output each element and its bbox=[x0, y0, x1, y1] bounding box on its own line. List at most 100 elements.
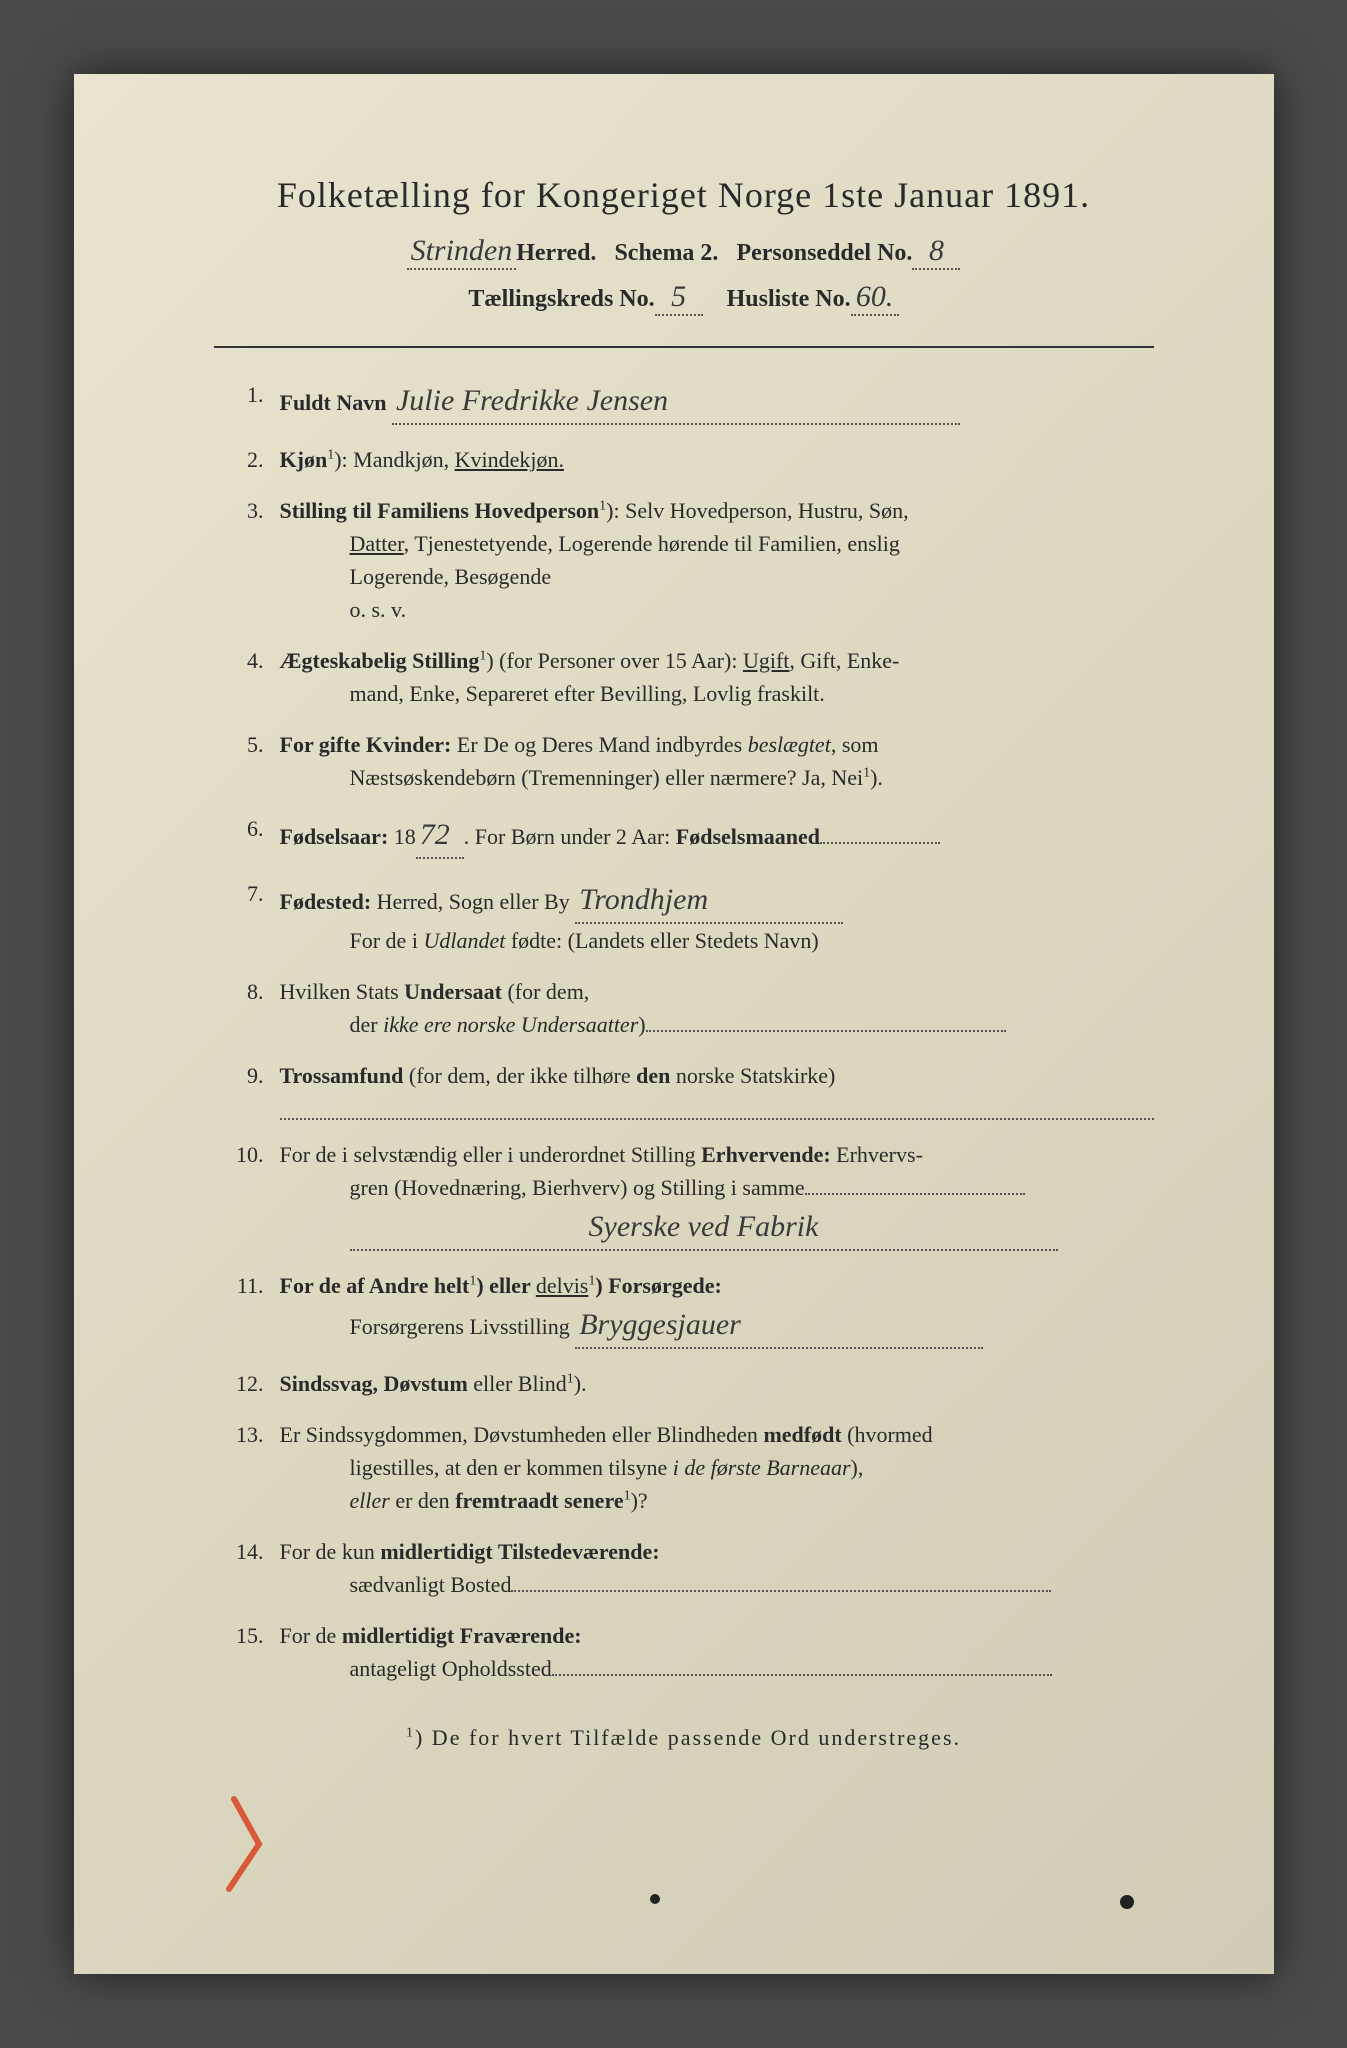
field-13-line2a: ligestilles, at den er kommen tilsyne bbox=[350, 1455, 673, 1480]
field-7-value: Trondhjem bbox=[575, 877, 843, 924]
field-8: 8. Hvilken Stats Undersaat (for dem, der… bbox=[214, 975, 1154, 1041]
field-10-value: Syerske ved Fabrik bbox=[350, 1204, 1058, 1251]
footnote: 1) De for hvert Tilfælde passende Ord un… bbox=[214, 1725, 1154, 1751]
field-13-em: i de første Barneaar bbox=[673, 1455, 851, 1480]
ink-spot bbox=[650, 1894, 660, 1904]
field-number: 2. bbox=[214, 443, 280, 476]
field-1-label: Fuldt Navn bbox=[280, 390, 387, 415]
field-7-text1: Herred, Sogn eller By bbox=[371, 889, 570, 914]
field-10-text1: For de i selvstændig eller i underordnet… bbox=[280, 1142, 702, 1167]
field-7: 7. Fødested: Herred, Sogn eller By Trond… bbox=[214, 877, 1154, 957]
field-number: 1. bbox=[214, 378, 280, 425]
footnote-text: ) De for hvert Tilfælde passende Ord und… bbox=[415, 1725, 961, 1750]
sup: 1 bbox=[567, 1372, 574, 1387]
divider-line bbox=[214, 346, 1154, 348]
field-number: 5. bbox=[214, 728, 280, 794]
field-11: 11. For de af Andre helt1) eller delvis1… bbox=[214, 1269, 1154, 1349]
census-form-page: Folketælling for Kongeriget Norge 1ste J… bbox=[74, 74, 1274, 1974]
field-8-line2b: ) bbox=[638, 1012, 645, 1037]
field-2-text: ): Mandkjøn, bbox=[334, 447, 454, 472]
field-number: 11. bbox=[214, 1269, 280, 1349]
field-10-text2: Erhvervs- bbox=[831, 1142, 923, 1167]
field-5: 5. For gifte Kvinder: Er De og Deres Man… bbox=[214, 728, 1154, 794]
field-15-line2: antageligt Opholdssted bbox=[350, 1656, 552, 1681]
field-13-bold1: medfødt bbox=[763, 1422, 841, 1447]
field-number: 14. bbox=[214, 1535, 280, 1601]
field-8-label: Undersaat bbox=[404, 979, 502, 1004]
field-9-text2: norske Statskirke) bbox=[670, 1063, 835, 1088]
field-7-line2b: fødte: (Landets eller Stedets Navn) bbox=[505, 928, 818, 953]
field-7-line2a: For de i bbox=[350, 928, 424, 953]
field-10-label: Erhvervende: bbox=[701, 1142, 831, 1167]
field-7-em: Udlandet bbox=[423, 928, 505, 953]
field-12: 12. Sindssvag, Døvstum eller Blind1). bbox=[214, 1367, 1154, 1400]
field-2: 2. Kjøn1): Mandkjøn, Kvindekjøn. bbox=[214, 443, 1154, 476]
schema-label: Schema 2. bbox=[614, 240, 718, 266]
field-12-end: ). bbox=[574, 1371, 587, 1396]
field-3-label: Stilling til Familiens Hovedperson bbox=[280, 498, 600, 523]
husliste-label: Husliste No. bbox=[727, 286, 851, 312]
field-15-blank bbox=[552, 1674, 1052, 1676]
field-number: 15. bbox=[214, 1619, 280, 1685]
field-6-year: 72 bbox=[416, 812, 464, 859]
sup: 1 bbox=[624, 1489, 631, 1504]
field-3-line4: o. s. v. bbox=[280, 593, 1154, 626]
field-13-text2: (hvormed bbox=[842, 1422, 933, 1447]
field-13-line3b: er den bbox=[390, 1488, 455, 1513]
field-number: 3. bbox=[214, 494, 280, 626]
field-4-selected: Ugift bbox=[743, 648, 789, 673]
field-11-value: Bryggesjauer bbox=[575, 1302, 983, 1349]
field-4-text1: ) (for Personer over 15 Aar): bbox=[486, 648, 743, 673]
field-number: 7. bbox=[214, 877, 280, 957]
field-number: 13. bbox=[214, 1418, 280, 1517]
kreds-label: Tællingskreds No. bbox=[468, 286, 654, 312]
field-2-selected: Kvindekjøn. bbox=[455, 447, 564, 472]
field-7-label: Fødested: bbox=[280, 889, 372, 914]
field-5-em: beslægtet bbox=[748, 732, 831, 757]
field-14-bold: midlertidigt Tilstedeværende: bbox=[380, 1539, 659, 1564]
field-13-line2b: ), bbox=[851, 1455, 864, 1480]
field-3: 3. Stilling til Familiens Hovedperson1):… bbox=[214, 494, 1154, 626]
header-row-1: StrindenHerred. Schema 2. Personseddel N… bbox=[214, 234, 1154, 270]
field-13: 13. Er Sindssygdommen, Døvstumheden elle… bbox=[214, 1418, 1154, 1517]
field-number: 12. bbox=[214, 1367, 280, 1400]
field-4-label: Ægteskabelig Stilling bbox=[280, 648, 480, 673]
field-4-text2: , Gift, Enke- bbox=[789, 648, 899, 673]
field-4-line2: mand, Enke, Separeret efter Bevilling, L… bbox=[280, 677, 1154, 710]
field-10-blank1 bbox=[805, 1193, 1025, 1195]
field-5-end: ). bbox=[870, 765, 883, 790]
field-11-text3: ) Forsørgede: bbox=[595, 1273, 721, 1298]
field-number: 8. bbox=[214, 975, 280, 1041]
field-3-line1: ): Selv Hovedperson, Hustru, Søn, bbox=[606, 498, 908, 523]
field-15-text1: For de bbox=[280, 1623, 342, 1648]
page-title: Folketælling for Kongeriget Norge 1ste J… bbox=[214, 174, 1154, 216]
field-6-text2: . For Børn under 2 Aar: bbox=[464, 824, 676, 849]
field-14-line2: sædvanligt Bosted bbox=[350, 1572, 512, 1597]
field-9-text: (for dem, der ikke tilhøre bbox=[403, 1063, 636, 1088]
field-3-selected: Datter bbox=[350, 531, 404, 556]
husliste-no: 60. bbox=[851, 280, 899, 316]
field-13-text1: Er Sindssygdommen, Døvstumheden eller Bl… bbox=[280, 1422, 764, 1447]
field-9-label: Trossamfund bbox=[280, 1063, 404, 1088]
field-10-line2: gren (Hovednæring, Bierhverv) og Stillin… bbox=[350, 1175, 805, 1200]
field-9-bold2: den bbox=[636, 1063, 670, 1088]
field-8-line2a: der bbox=[350, 1012, 384, 1037]
field-4: 4. Ægteskabelig Stilling1) (for Personer… bbox=[214, 644, 1154, 710]
field-14: 14. For de kun midlertidigt Tilstedevære… bbox=[214, 1535, 1154, 1601]
personseddel-label: Personseddel No. bbox=[736, 240, 912, 266]
field-11-line2: Forsørgerens Livsstilling bbox=[350, 1314, 570, 1339]
field-5-line2: Næstsøskendebørn (Tremenninger) eller næ… bbox=[350, 765, 864, 790]
field-1-value: Julie Fredrikke Jensen bbox=[392, 378, 960, 425]
field-15: 15. For de midlertidigt Fraværende: anta… bbox=[214, 1619, 1154, 1685]
field-6-blank bbox=[820, 842, 940, 844]
field-11-text1: For de af Andre helt bbox=[280, 1273, 470, 1298]
field-2-label: Kjøn bbox=[280, 447, 328, 472]
field-6-label2: Fødselsmaaned bbox=[676, 824, 820, 849]
field-13-line3c: )? bbox=[631, 1488, 648, 1513]
field-8-text2: (for dem, bbox=[502, 979, 589, 1004]
footnote-sup: 1 bbox=[406, 1726, 415, 1741]
field-14-text1: For de kun bbox=[280, 1539, 381, 1564]
field-6: 6. Fødselsaar: 1872. For Børn under 2 Aa… bbox=[214, 812, 1154, 859]
personseddel-no: 8 bbox=[912, 234, 960, 270]
field-3-line2b: , Tjenestetyende, Logerende hørende til … bbox=[404, 531, 900, 556]
